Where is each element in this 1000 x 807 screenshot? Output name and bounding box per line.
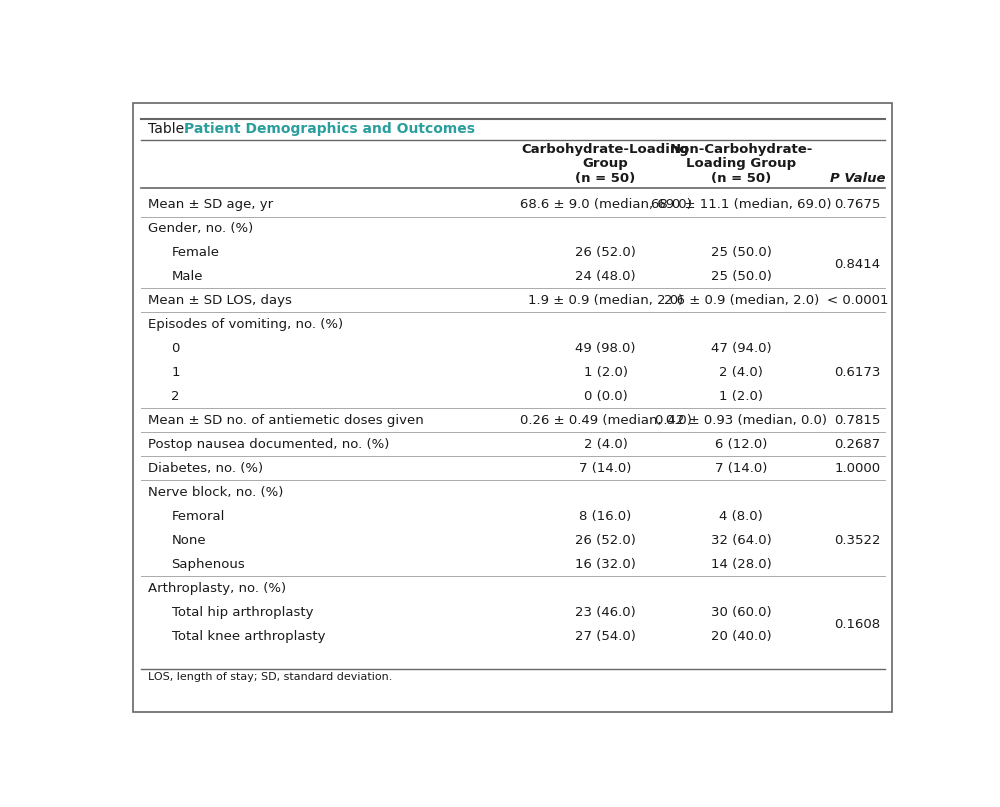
Text: None: None: [172, 533, 206, 546]
Text: 49 (98.0): 49 (98.0): [575, 342, 636, 355]
Text: Mean ± SD LOS, days: Mean ± SD LOS, days: [148, 294, 292, 307]
Text: 32 (64.0): 32 (64.0): [711, 533, 772, 546]
Text: Postop nausea documented, no. (%): Postop nausea documented, no. (%): [148, 437, 390, 451]
Text: 2 (4.0): 2 (4.0): [719, 366, 763, 378]
Text: 68.0 ± 11.1 (median, 69.0): 68.0 ± 11.1 (median, 69.0): [651, 198, 831, 211]
Text: Diabetes, no. (%): Diabetes, no. (%): [148, 462, 263, 475]
Text: Arthroplasty, no. (%): Arthroplasty, no. (%): [148, 582, 286, 595]
Text: 23 (46.0): 23 (46.0): [575, 605, 636, 618]
Text: 1: 1: [172, 366, 180, 378]
Text: Episodes of vomiting, no. (%): Episodes of vomiting, no. (%): [148, 318, 343, 331]
Text: Group: Group: [583, 157, 628, 170]
Text: (n = 50): (n = 50): [575, 173, 636, 186]
Text: Male: Male: [172, 270, 203, 283]
Text: 0.42 ± 0.93 (median, 0.0): 0.42 ± 0.93 (median, 0.0): [655, 414, 827, 427]
Text: 0.6173: 0.6173: [834, 366, 881, 378]
Text: 1.0000: 1.0000: [834, 462, 880, 475]
Text: 27 (54.0): 27 (54.0): [575, 629, 636, 642]
Text: 68.6 ± 9.0 (median, 69.0): 68.6 ± 9.0 (median, 69.0): [520, 198, 691, 211]
Text: 20 (40.0): 20 (40.0): [711, 629, 771, 642]
Text: 14 (28.0): 14 (28.0): [711, 558, 772, 571]
Text: 0 (0.0): 0 (0.0): [584, 390, 627, 403]
Text: 1 (2.0): 1 (2.0): [584, 366, 628, 378]
Text: Table.: Table.: [148, 122, 189, 136]
Text: 30 (60.0): 30 (60.0): [711, 605, 771, 618]
Text: < 0.0001: < 0.0001: [827, 294, 888, 307]
Text: LOS, length of stay; SD, standard deviation.: LOS, length of stay; SD, standard deviat…: [148, 672, 393, 682]
Text: P Value: P Value: [830, 173, 885, 186]
Text: 7 (14.0): 7 (14.0): [579, 462, 632, 475]
Text: (n = 50): (n = 50): [711, 173, 771, 186]
Text: Mean ± SD age, yr: Mean ± SD age, yr: [148, 198, 273, 211]
Text: 0.1608: 0.1608: [834, 617, 880, 630]
Text: Total hip arthroplasty: Total hip arthroplasty: [172, 605, 313, 618]
Text: 24 (48.0): 24 (48.0): [575, 270, 636, 283]
Text: 0.7675: 0.7675: [834, 198, 881, 211]
Text: 0.3522: 0.3522: [834, 533, 881, 546]
Text: Patient Demographics and Outcomes: Patient Demographics and Outcomes: [184, 122, 475, 136]
Text: Mean ± SD no. of antiemetic doses given: Mean ± SD no. of antiemetic doses given: [148, 414, 424, 427]
Text: 26 (52.0): 26 (52.0): [575, 533, 636, 546]
Text: Female: Female: [172, 246, 220, 259]
Text: 0.8414: 0.8414: [834, 258, 880, 271]
Text: 1 (2.0): 1 (2.0): [719, 390, 763, 403]
Text: 25 (50.0): 25 (50.0): [711, 270, 772, 283]
Text: 8 (16.0): 8 (16.0): [579, 510, 632, 523]
Text: Non-Carbohydrate-: Non-Carbohydrate-: [669, 143, 813, 156]
Text: 0.7815: 0.7815: [834, 414, 881, 427]
Text: 0.26 ± 0.49 (median, 0.0): 0.26 ± 0.49 (median, 0.0): [520, 414, 691, 427]
Text: 2.6 ± 0.9 (median, 2.0): 2.6 ± 0.9 (median, 2.0): [664, 294, 819, 307]
Text: Carbohydrate-Loading: Carbohydrate-Loading: [522, 143, 689, 156]
Text: 25 (50.0): 25 (50.0): [711, 246, 772, 259]
Text: Gender, no. (%): Gender, no. (%): [148, 222, 254, 235]
Text: 47 (94.0): 47 (94.0): [711, 342, 771, 355]
Text: 2 (4.0): 2 (4.0): [584, 437, 627, 451]
Text: 16 (32.0): 16 (32.0): [575, 558, 636, 571]
Text: 6 (12.0): 6 (12.0): [715, 437, 767, 451]
Text: Total knee arthroplasty: Total knee arthroplasty: [172, 629, 325, 642]
Text: 2: 2: [172, 390, 180, 403]
Text: Femoral: Femoral: [172, 510, 225, 523]
Text: 4 (8.0): 4 (8.0): [719, 510, 763, 523]
Text: 7 (14.0): 7 (14.0): [715, 462, 767, 475]
Text: 0.2687: 0.2687: [834, 437, 881, 451]
Text: Loading Group: Loading Group: [686, 157, 796, 170]
Text: 0: 0: [172, 342, 180, 355]
Text: 26 (52.0): 26 (52.0): [575, 246, 636, 259]
Text: 1.9 ± 0.9 (median, 2.0): 1.9 ± 0.9 (median, 2.0): [528, 294, 683, 307]
Text: Nerve block, no. (%): Nerve block, no. (%): [148, 486, 284, 499]
Text: Saphenous: Saphenous: [172, 558, 245, 571]
